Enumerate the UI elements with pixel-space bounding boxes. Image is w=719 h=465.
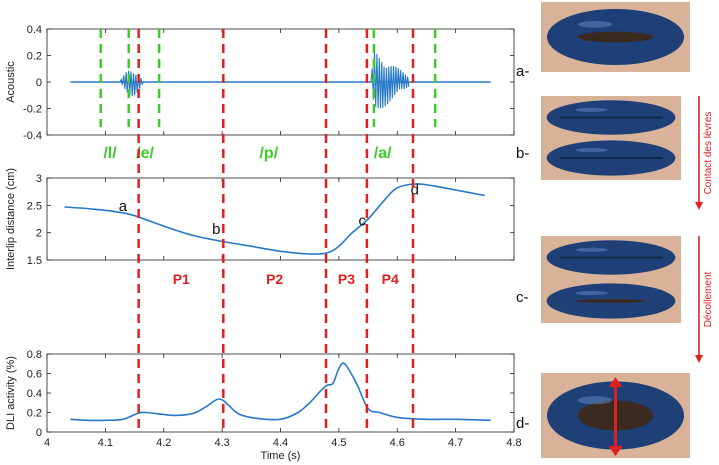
x-tick-label: 4.2 bbox=[156, 437, 171, 449]
point-label-d: d bbox=[411, 181, 419, 198]
y-tick-label: 0 bbox=[36, 77, 42, 89]
lip-highlight bbox=[577, 396, 613, 405]
x-tick-label: 4.7 bbox=[448, 437, 463, 449]
dli-ylabel: DLI activity (%) bbox=[5, 356, 17, 430]
y-tick-label: 0.6 bbox=[27, 369, 42, 381]
lip-highlight bbox=[577, 21, 613, 28]
x-axis-label: Time (s) bbox=[261, 450, 301, 462]
y-tick-label: 0.4 bbox=[27, 24, 42, 36]
point-label-a: a bbox=[119, 198, 128, 215]
acoustic-ylabel: Acoustic bbox=[5, 61, 17, 103]
interlip-series-line bbox=[64, 183, 485, 255]
y-tick-label: -0.2 bbox=[23, 104, 42, 116]
photo-layer: Contact des lèvres Décollement a-b-c-d- bbox=[516, 2, 714, 458]
x-tick-label: 4.6 bbox=[390, 437, 405, 449]
acoustic-burst bbox=[119, 70, 144, 97]
lip-photo bbox=[541, 136, 681, 180]
y-tick-label: 0 bbox=[36, 427, 42, 439]
y-tick-label: -0.4 bbox=[23, 130, 42, 142]
lip-photo bbox=[541, 279, 681, 323]
y-tick-label: 3 bbox=[36, 173, 42, 185]
phase-label-P2: P2 bbox=[266, 271, 283, 287]
y-tick-label: 1.5 bbox=[27, 255, 42, 267]
y-tick-label: 0.2 bbox=[27, 408, 42, 420]
dli-series-line bbox=[70, 362, 491, 422]
x-tick-label: 4.4 bbox=[273, 437, 288, 449]
x-tick-label: 4.8 bbox=[506, 437, 521, 449]
lip-highlight bbox=[575, 147, 608, 153]
point-label-b: b bbox=[212, 221, 220, 238]
lip-photo bbox=[541, 2, 690, 72]
x-tick-label: 4 bbox=[44, 437, 50, 449]
y-tick-label: 0.8 bbox=[27, 349, 42, 361]
photo-label-b-: b- bbox=[516, 145, 529, 162]
interlip-frame bbox=[46, 177, 515, 261]
phase-label-P4: P4 bbox=[382, 271, 399, 287]
photo-label-d-: d- bbox=[516, 415, 529, 432]
chart-layer: 0.4 0.2 0 -0.2 -0.4 Acoustic 3 2.5 2 1.5 Interlip … bbox=[5, 24, 522, 462]
x-tick-label: 4.5 bbox=[331, 437, 346, 449]
lip-photo bbox=[541, 236, 681, 279]
point-label-c: c bbox=[358, 213, 366, 230]
x-tick-label: 4.3 bbox=[214, 437, 229, 449]
x-tick-label: 4.1 bbox=[98, 437, 113, 449]
arrow-head-down bbox=[608, 446, 623, 456]
photo-label-c-: c- bbox=[516, 289, 529, 306]
phoneme-label: /l/ bbox=[103, 145, 117, 162]
y-tick-label: 0.2 bbox=[27, 51, 42, 63]
side-arrow-label: Contact des lèvres bbox=[703, 112, 714, 195]
lip-photo bbox=[541, 96, 681, 139]
acoustic-burst bbox=[370, 50, 410, 109]
phoneme-label: /e/ bbox=[136, 145, 154, 162]
phase-label-P1: P1 bbox=[173, 271, 190, 287]
y-tick-label: 2 bbox=[36, 228, 42, 240]
phoneme-label: /a/ bbox=[374, 145, 392, 162]
side-arrow-head bbox=[695, 355, 703, 363]
y-tick-label: 0.4 bbox=[27, 388, 42, 400]
side-arrow-label: Décollement bbox=[703, 271, 714, 327]
lip-highlight bbox=[575, 107, 608, 112]
phoneme-label: /p/ bbox=[259, 145, 278, 162]
y-tick-label: 2.5 bbox=[27, 200, 42, 212]
interlip-ylabel: Interlip distance (cm) bbox=[5, 168, 17, 270]
arrow-head-up bbox=[608, 377, 623, 387]
side-arrow-head bbox=[695, 202, 703, 210]
lip-highlight bbox=[575, 247, 608, 252]
mouth-opening bbox=[575, 299, 647, 303]
photo-label-a-: a- bbox=[516, 63, 529, 80]
lip-highlight bbox=[575, 290, 608, 296]
phase-label-P3: P3 bbox=[338, 271, 355, 287]
mouth-opening bbox=[577, 31, 654, 43]
